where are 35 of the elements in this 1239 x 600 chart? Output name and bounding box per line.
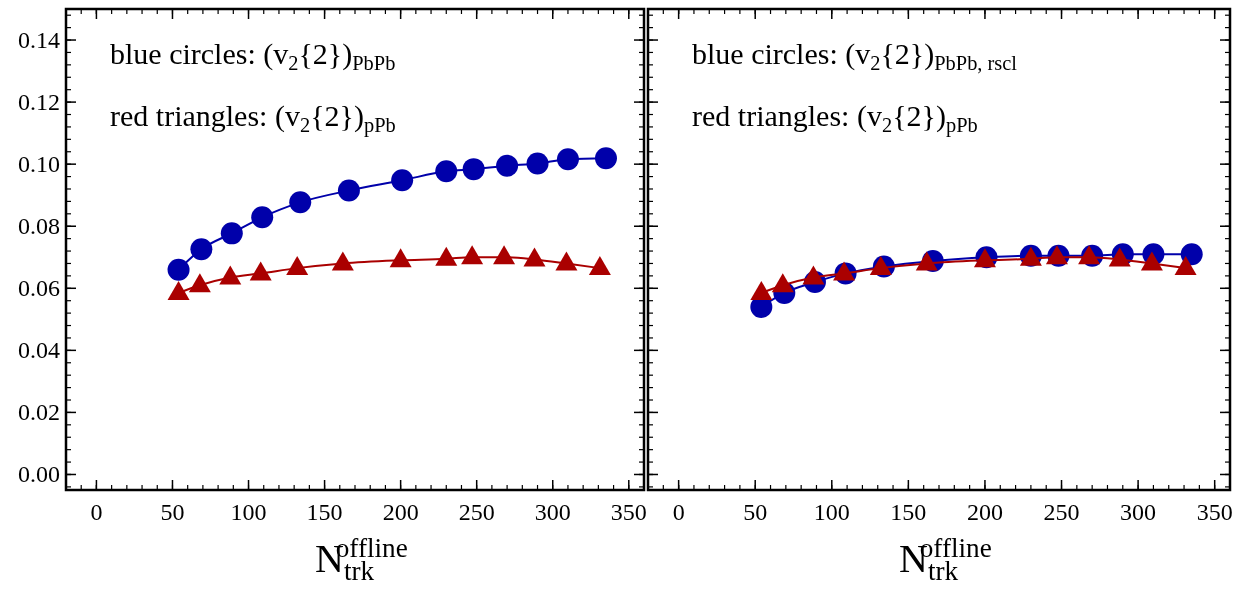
point xyxy=(750,280,773,300)
y-tick-label: 0.02 xyxy=(18,399,60,426)
x-tick-label: 150 xyxy=(890,499,927,525)
x-tick-label: 250 xyxy=(458,499,495,525)
annotation: blue circles: (v$_{2}${2})$_{PbPb, rscl}$ xyxy=(692,37,1018,74)
y-tick-label: 0.04 xyxy=(18,337,60,364)
x-tick-label: 200 xyxy=(382,499,419,525)
point xyxy=(915,251,938,271)
x-tick-label: 0 xyxy=(672,499,685,525)
annotation: red triangles: (v$_{2}${2})$_{pPb}$ xyxy=(692,99,978,137)
x-tick-label: 150 xyxy=(306,499,343,525)
annotation: blue circles: (v$_{2}${2})$_{PbPb}$ xyxy=(110,37,396,74)
y-tick-label: 0.00 xyxy=(18,461,60,488)
y-tick-label: 0.08 xyxy=(18,213,60,240)
x-tick-label: 50 xyxy=(160,499,185,525)
y-tick-label: 0.14 xyxy=(18,27,60,54)
x-tick-label: 300 xyxy=(534,499,571,525)
x-tick-label: 100 xyxy=(230,499,267,525)
point xyxy=(1140,251,1163,271)
x-tick-label: 350 xyxy=(610,499,647,525)
point xyxy=(1180,243,1203,266)
x-tick-label: 350 xyxy=(1196,499,1233,525)
x-tick-label: 300 xyxy=(1120,499,1157,525)
point xyxy=(802,265,825,285)
x-tick-label: 100 xyxy=(813,499,850,525)
x-tick-label: 50 xyxy=(743,499,768,525)
y-tick-label: 0.12 xyxy=(18,89,60,116)
x-tick-label: 0 xyxy=(90,499,103,525)
point xyxy=(1174,256,1197,276)
y-tick-label: 0.10 xyxy=(18,151,60,178)
annotation: red triangles: (v$_{2}${2})$_{pPb}$ xyxy=(110,99,396,137)
point xyxy=(771,273,794,293)
y-tick-label: 0.06 xyxy=(18,275,60,302)
x-tick-label: 250 xyxy=(1043,499,1080,525)
x-tick-label: 200 xyxy=(966,499,1003,525)
